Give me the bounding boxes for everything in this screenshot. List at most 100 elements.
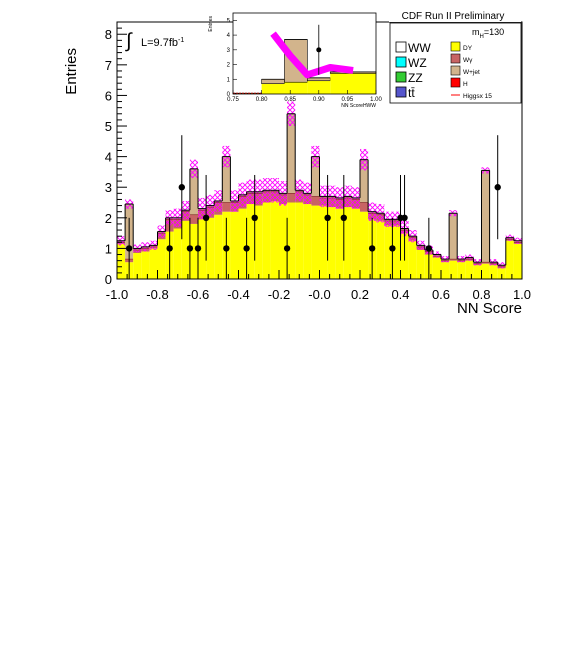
dy-bar (351, 208, 360, 279)
dy-bar (376, 220, 385, 279)
inset-x-tick-label: 1.00 (370, 97, 382, 103)
dy-bar (457, 262, 466, 279)
wjet-bar (189, 168, 198, 215)
data-point (223, 245, 230, 252)
data-point (368, 245, 376, 252)
x-tick-label: -0.0 (308, 287, 330, 302)
legend-label: ZZ (408, 71, 423, 85)
inset-chart: 0.75 0.80 0.85 0.90 0.95 1.00 0 1 2 3 4 5 Entries N… (208, 12, 383, 109)
wjet-bar (311, 156, 320, 197)
inset-x-tick-label: 0.85 (284, 97, 296, 103)
plot-title: CDF Run II Preliminary (402, 11, 505, 22)
legend-label: DY (463, 45, 473, 52)
legend-swatch (450, 65, 461, 76)
data-points (125, 135, 501, 279)
dy-bar (287, 202, 296, 279)
dy-bar (214, 214, 223, 279)
legend-swatch (450, 53, 461, 64)
dy-bar (473, 265, 482, 279)
main-axes: -1.0 -0.8 -0.6 -0.4 -0.2 -0.0 0.2 0.4 0.6 0.8 1.00… (105, 21, 531, 302)
dy-bar (384, 225, 393, 279)
dy-bar (117, 243, 126, 279)
dy-bar (262, 202, 271, 279)
wgamma-bar (311, 196, 320, 206)
inset-dy-bar (284, 82, 308, 94)
wgamma-bar (449, 259, 458, 261)
inset-wjet-bar (261, 78, 285, 84)
y-tick-label: 5 (105, 119, 112, 134)
dy-bar (254, 205, 263, 279)
mass-label: mH=130 (472, 27, 504, 40)
y-tick-label: 1 (105, 241, 112, 256)
inset-axes: 0.75 0.80 0.85 0.90 0.95 1.00 0 1 2 3 4 5 (227, 18, 383, 103)
x-tick-label: -1.0 (106, 287, 128, 302)
inset-x-tick-label: 0.75 (227, 97, 239, 103)
data-point (340, 214, 347, 222)
dy-bar (303, 204, 312, 279)
data-point (243, 245, 250, 252)
legend-right-column: DY Wγ W+jet H Higgsx 15 (450, 41, 492, 100)
dy-bar (497, 268, 506, 279)
x-tick-label: 1.0 (513, 287, 531, 302)
dy-bar (157, 239, 166, 279)
y-tick-label: 7 (105, 58, 112, 73)
y-axis-label: Entries (63, 48, 80, 95)
inset-y-tick-label: 1 (227, 77, 231, 83)
lumi-text: L=9.7fb-1 (141, 37, 184, 49)
x-tick-label: -0.2 (268, 287, 290, 302)
dy-bar (489, 265, 498, 279)
legend-swatch (450, 41, 461, 52)
wgamma-bar (189, 214, 198, 224)
data-point (125, 245, 133, 252)
x-tick-label: 0.6 (432, 287, 450, 302)
dy-bar (449, 260, 458, 279)
y-tick-label: 4 (105, 150, 112, 165)
y-tick-label: 2 (105, 211, 112, 226)
dy-bar (408, 240, 417, 279)
dy-bar (505, 240, 514, 279)
wgamma-bar (481, 262, 490, 264)
dy-bar (416, 249, 425, 279)
inset-y-tick-label: 4 (227, 33, 231, 39)
dy-bar (133, 252, 142, 279)
dy-bar (481, 263, 490, 279)
inset-x-tick-label: 0.90 (313, 97, 325, 103)
wjet-bar (360, 159, 369, 203)
inset-higgs-band (270, 31, 354, 79)
dy-bar (149, 248, 158, 279)
wjet-bar (449, 213, 458, 260)
legend-label: Wγ (463, 57, 473, 64)
dy-bar (173, 228, 182, 279)
legend-label: Higgsx 15 (463, 93, 492, 100)
dy-bar (246, 204, 255, 279)
dy-bar (295, 202, 304, 279)
data-point (494, 184, 501, 191)
dy-bar (432, 257, 441, 279)
inset-y-tick-label: 5 (227, 18, 231, 24)
inset-x-label: NN ScoreHWW (341, 103, 376, 109)
inset-dy-bar (330, 73, 376, 94)
inset-data-point (316, 47, 322, 53)
x-axis-label: NN Score (457, 300, 522, 317)
x-tick-label: -0.4 (227, 287, 249, 302)
y-tick-label: 3 (105, 180, 112, 195)
dy-bar (465, 260, 474, 279)
inset-higgs-band (270, 31, 354, 79)
lumi-label: ∫ L=9.7fb-1 (125, 30, 184, 52)
dy-bar (392, 225, 401, 279)
wgamma-bar (287, 193, 296, 203)
wjet-bar (222, 156, 231, 203)
inset-data-points (316, 24, 322, 75)
data-point (425, 245, 433, 252)
title-box (389, 8, 521, 22)
dy-bar (198, 219, 207, 279)
dy-bar (270, 200, 279, 279)
dy-bar (343, 207, 352, 279)
dy-bar (238, 208, 247, 279)
data-point (389, 245, 396, 252)
inset-x-tick-label: 0.95 (342, 97, 354, 103)
legend-swatch (395, 56, 407, 68)
dy-bar (319, 205, 328, 279)
